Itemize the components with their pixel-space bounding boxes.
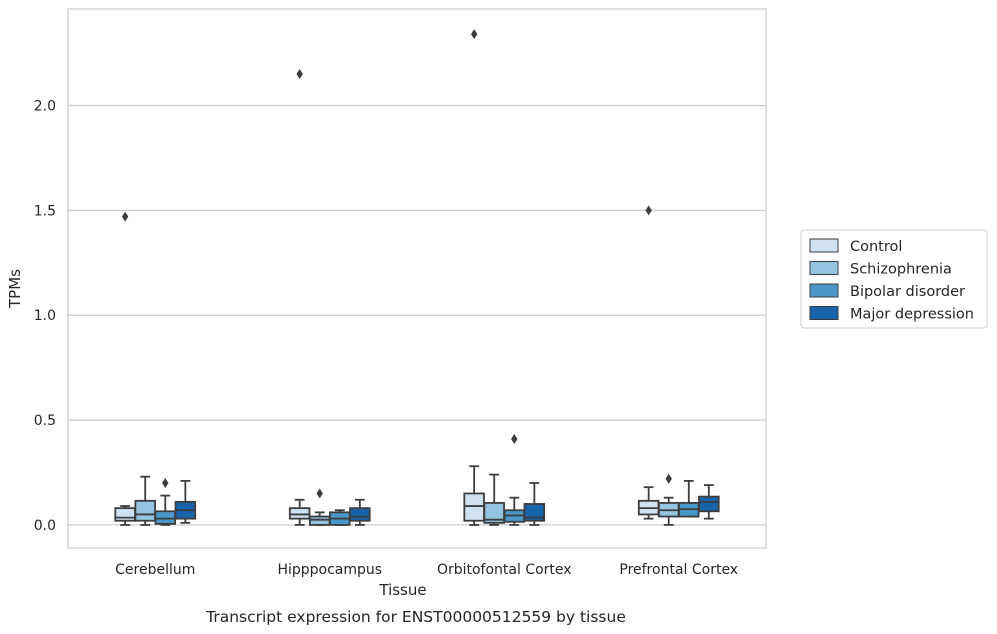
legend-frame — [800, 229, 988, 329]
box-major-depression — [698, 484, 720, 520]
box-bipolar-disorder — [678, 479, 700, 518]
box-iqr — [308, 515, 331, 526]
box-iqr — [134, 499, 156, 522]
y-tick-label: 1.5 — [34, 203, 56, 219]
x-axis-title: Tissue — [378, 581, 426, 599]
box-schizophrenia — [308, 488, 331, 526]
box-iqr — [288, 507, 311, 520]
x-tick-label: Prefrontal Cortex — [619, 562, 738, 578]
x-tick-label: Orbitofontal Cortex — [437, 562, 572, 578]
box-control — [637, 205, 660, 520]
box-iqr — [698, 495, 720, 513]
box-major-depression — [349, 498, 371, 526]
outlier-point — [121, 211, 129, 222]
legend-swatch — [809, 261, 839, 275]
legend-label: Schizophrenia — [850, 262, 952, 278]
y-tick-label: 1.0 — [34, 308, 56, 324]
box-iqr — [349, 507, 371, 522]
box-control — [463, 29, 485, 526]
legend-item: Schizophrenia — [809, 261, 952, 278]
legend-item: Major depression — [809, 306, 974, 323]
box-groups — [114, 29, 720, 526]
box-bipolar-disorder — [154, 477, 177, 526]
legend-item: Bipolar disorder — [809, 283, 965, 300]
y-tick-label: 2.0 — [34, 98, 56, 114]
box-control — [288, 69, 311, 526]
box-schizophrenia — [134, 475, 156, 526]
outlier-point — [665, 473, 672, 484]
x-tick-label: Cerebellum — [115, 562, 195, 578]
box-iqr — [463, 492, 485, 522]
legend-swatch — [809, 238, 839, 253]
legend-swatch — [809, 306, 839, 320]
box-iqr — [114, 507, 136, 522]
legend-item: Control — [809, 238, 902, 255]
box-major-depression — [174, 479, 197, 524]
figure-caption: Transcript expression for ENST0000051255… — [205, 608, 626, 626]
box-schizophrenia — [483, 473, 505, 526]
outlier-point — [316, 488, 323, 499]
legend-label: Bipolar disorder — [850, 284, 965, 300]
y-axis-title: TPMs — [6, 269, 24, 309]
legend-items: Control Schizophrenia Bipolar disorder Majo… — [809, 238, 974, 323]
box-iqr — [523, 503, 546, 522]
box-schizophrenia — [657, 473, 680, 526]
plot-frame — [67, 8, 767, 549]
box-iqr — [154, 510, 177, 525]
legend-label: Control — [850, 239, 902, 255]
x-tick-label: Hipppocampus — [277, 562, 382, 578]
legend: Control Schizophrenia Bipolar disorder Majo… — [800, 229, 988, 329]
y-tick-label: 0.0 — [34, 518, 56, 534]
outlier-point — [470, 29, 478, 40]
y-tick-labels: 0.0 0.5 1.0 1.5 2.0 — [34, 98, 56, 533]
outlier-point — [162, 477, 169, 488]
legend-label: Major depression — [850, 307, 974, 323]
x-tick-labels: Cerebellum Hipppocampus Orbitofontal Corte… — [115, 562, 738, 578]
y-tick-label: 0.5 — [34, 413, 56, 429]
box-control — [114, 211, 136, 526]
box-bipolar-disorder — [503, 433, 526, 526]
grid-lines — [68, 104, 766, 526]
outlier-point — [511, 433, 518, 444]
outlier-point — [645, 205, 652, 216]
legend-swatch — [809, 283, 839, 298]
box-major-depression — [523, 482, 546, 526]
outlier-point — [296, 69, 303, 80]
box-bipolar-disorder — [329, 509, 351, 526]
